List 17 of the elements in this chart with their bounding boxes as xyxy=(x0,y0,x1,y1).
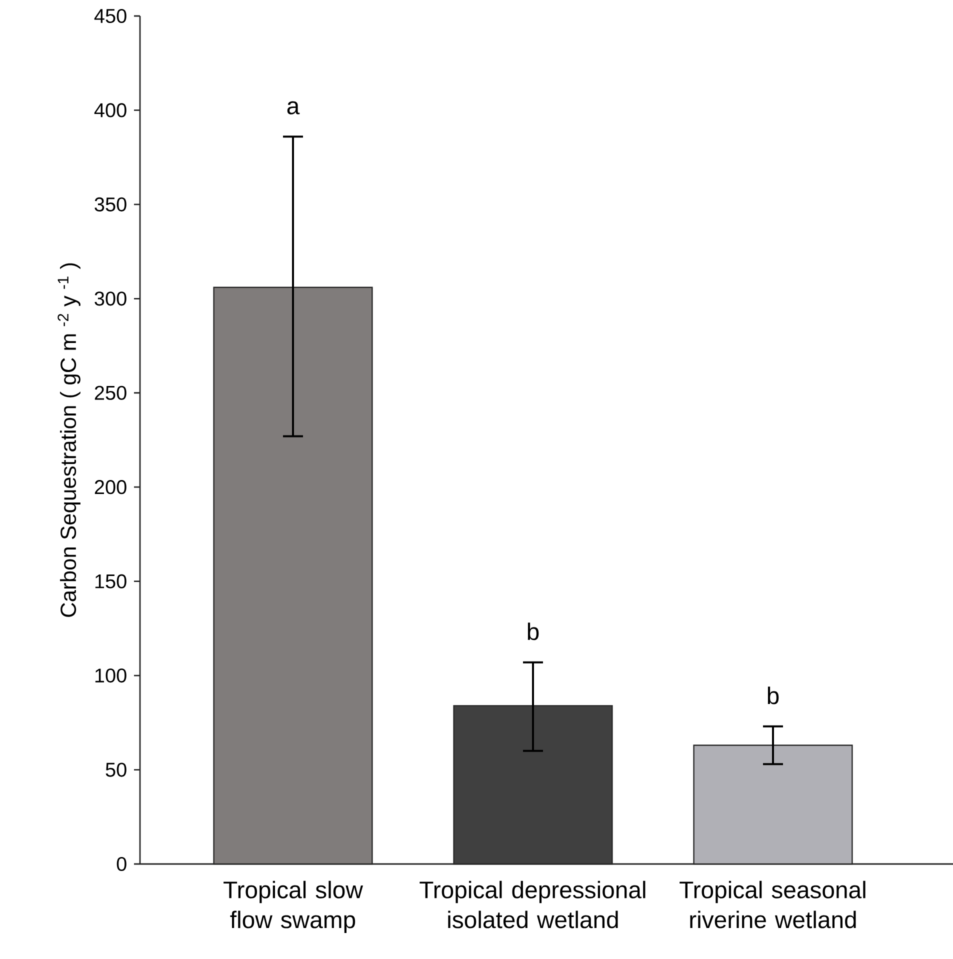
y-tick-label: 150 xyxy=(95,574,126,588)
y-tick-label: 350 xyxy=(94,197,126,212)
y-tick-label: 50 xyxy=(106,762,126,777)
annotation: a xyxy=(287,101,300,114)
y-tick-label: 100 xyxy=(95,668,126,683)
annotation: b xyxy=(528,622,539,640)
x-tick-label: Tropical seasonal riverine wetland xyxy=(680,880,866,928)
y-tick-label: 200 xyxy=(94,480,126,494)
y-tick-label: 450 xyxy=(94,8,126,24)
y-tick-label: 0 xyxy=(116,856,126,872)
y-tick-label: 250 xyxy=(94,386,126,400)
y-tick-label: 400 xyxy=(94,103,126,118)
y-axis-title: Carbon Sequestration ( gC m $^{-2}$ y $^{-1}$ ) xyxy=(58,263,80,617)
y-tick-label: 300 xyxy=(94,292,126,306)
x-tick-label: Tropical depressional isolated wetland xyxy=(420,880,646,928)
annotation: b xyxy=(768,686,779,704)
x-tick-label: Tropical slow flow swamp xyxy=(224,880,364,934)
